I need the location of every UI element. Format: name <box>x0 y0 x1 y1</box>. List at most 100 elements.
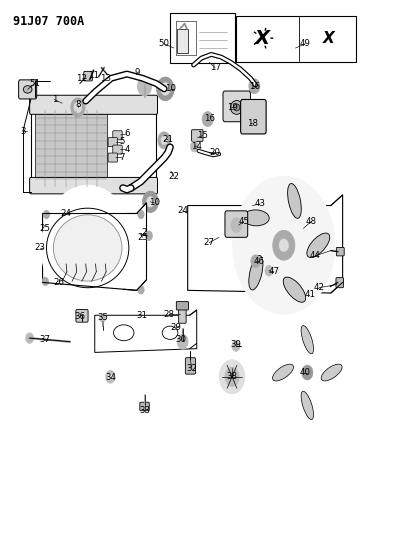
Circle shape <box>161 136 167 144</box>
Text: 16: 16 <box>249 82 260 91</box>
Ellipse shape <box>288 183 301 219</box>
Text: 7: 7 <box>119 154 125 163</box>
Text: 13: 13 <box>100 74 111 83</box>
Circle shape <box>26 333 34 343</box>
Text: 29: 29 <box>171 323 181 332</box>
Text: 50: 50 <box>159 39 170 49</box>
Ellipse shape <box>301 326 314 354</box>
Circle shape <box>147 197 154 207</box>
Circle shape <box>161 83 170 95</box>
FancyBboxPatch shape <box>223 91 250 122</box>
Circle shape <box>158 132 170 149</box>
FancyBboxPatch shape <box>19 80 37 99</box>
Ellipse shape <box>162 326 178 340</box>
Text: 30: 30 <box>175 335 186 344</box>
FancyBboxPatch shape <box>140 402 149 411</box>
FancyBboxPatch shape <box>31 100 156 192</box>
Circle shape <box>138 286 144 294</box>
Ellipse shape <box>307 233 330 257</box>
Text: 31: 31 <box>136 311 147 320</box>
Text: 14: 14 <box>191 142 202 151</box>
Circle shape <box>302 365 313 380</box>
Circle shape <box>145 231 152 240</box>
Text: 5: 5 <box>119 138 125 147</box>
FancyBboxPatch shape <box>30 177 158 194</box>
Text: 10: 10 <box>165 84 175 93</box>
Circle shape <box>71 98 85 117</box>
Circle shape <box>232 341 240 351</box>
Text: 25: 25 <box>40 224 51 233</box>
Circle shape <box>220 360 245 394</box>
Text: X: X <box>255 29 270 47</box>
Text: 18: 18 <box>247 119 258 128</box>
Text: 24: 24 <box>60 209 71 218</box>
FancyBboxPatch shape <box>337 247 344 256</box>
Text: 44: 44 <box>310 252 321 261</box>
Ellipse shape <box>273 364 293 381</box>
Text: 35: 35 <box>97 313 108 322</box>
Circle shape <box>74 102 82 113</box>
Text: 23: 23 <box>34 244 45 253</box>
FancyBboxPatch shape <box>192 130 203 141</box>
Text: 16: 16 <box>204 114 215 123</box>
FancyBboxPatch shape <box>35 110 107 187</box>
Text: 45: 45 <box>238 217 249 226</box>
Circle shape <box>233 176 335 314</box>
Text: 27: 27 <box>204 238 215 247</box>
Text: 1: 1 <box>52 95 57 104</box>
Text: 21: 21 <box>163 135 173 144</box>
Text: 2: 2 <box>142 228 147 237</box>
Circle shape <box>190 141 198 152</box>
Ellipse shape <box>230 101 243 114</box>
Ellipse shape <box>53 215 122 281</box>
Circle shape <box>43 211 50 219</box>
Polygon shape <box>95 310 197 352</box>
Circle shape <box>275 33 283 44</box>
Text: 33: 33 <box>139 406 150 415</box>
FancyBboxPatch shape <box>176 302 188 310</box>
Text: 42: 42 <box>314 283 325 292</box>
Text: 28: 28 <box>164 310 175 319</box>
FancyBboxPatch shape <box>185 358 196 374</box>
Circle shape <box>279 239 288 252</box>
Circle shape <box>177 334 188 349</box>
Circle shape <box>265 265 273 276</box>
FancyBboxPatch shape <box>225 211 248 237</box>
FancyBboxPatch shape <box>76 310 88 322</box>
Text: 51: 51 <box>29 79 40 88</box>
Ellipse shape <box>114 325 134 341</box>
Circle shape <box>42 277 49 286</box>
FancyBboxPatch shape <box>30 95 158 114</box>
Circle shape <box>278 333 337 413</box>
Circle shape <box>100 314 106 322</box>
Circle shape <box>108 374 113 380</box>
Text: 3: 3 <box>20 127 26 136</box>
Circle shape <box>251 255 260 268</box>
Text: 19: 19 <box>228 103 238 112</box>
FancyBboxPatch shape <box>235 15 356 62</box>
Circle shape <box>225 367 239 386</box>
Text: 20: 20 <box>210 148 221 157</box>
Text: 36: 36 <box>74 312 85 321</box>
Text: 32: 32 <box>186 364 197 373</box>
Ellipse shape <box>301 391 314 419</box>
FancyBboxPatch shape <box>108 153 117 162</box>
FancyBboxPatch shape <box>113 145 122 154</box>
FancyBboxPatch shape <box>177 29 188 53</box>
Polygon shape <box>188 195 342 293</box>
Text: 40: 40 <box>300 368 311 377</box>
FancyBboxPatch shape <box>336 278 343 288</box>
Text: 41: 41 <box>305 289 316 298</box>
Circle shape <box>143 191 158 213</box>
Circle shape <box>202 112 213 126</box>
Text: 11: 11 <box>88 71 99 80</box>
Ellipse shape <box>233 104 240 111</box>
Text: 10: 10 <box>149 198 160 207</box>
FancyBboxPatch shape <box>241 100 266 134</box>
Circle shape <box>41 185 134 311</box>
Circle shape <box>137 77 152 96</box>
Text: 6: 6 <box>124 130 130 139</box>
Ellipse shape <box>249 255 263 290</box>
Text: 91J07 700A: 91J07 700A <box>13 14 85 28</box>
Text: 38: 38 <box>226 372 237 381</box>
